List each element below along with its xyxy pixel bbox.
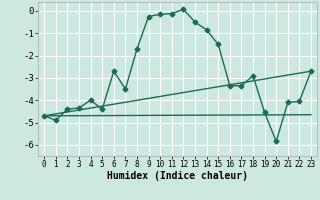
X-axis label: Humidex (Indice chaleur): Humidex (Indice chaleur) (107, 171, 248, 181)
